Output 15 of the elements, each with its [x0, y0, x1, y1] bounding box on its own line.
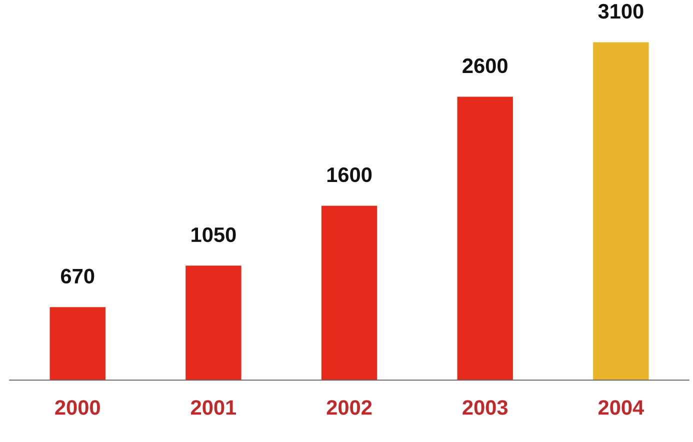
- data-label: 1050: [192, 227, 236, 242]
- data-label: 2600: [462, 58, 508, 74]
- x-tick-label: 2004: [598, 400, 644, 415]
- x-tick-label: 2002: [326, 400, 372, 415]
- data-label: 670: [61, 268, 94, 284]
- data-label: 1600: [327, 167, 372, 182]
- data-label: 3100: [598, 4, 644, 19]
- bar: [186, 266, 242, 380]
- x-tick-label: 2000: [55, 400, 100, 415]
- bar: [593, 42, 649, 380]
- bar: [321, 206, 378, 380]
- x-tick-label: 2001: [190, 400, 236, 415]
- x-tick-label: 2003: [462, 400, 508, 415]
- bar: [50, 307, 106, 380]
- bar: [457, 96, 513, 380]
